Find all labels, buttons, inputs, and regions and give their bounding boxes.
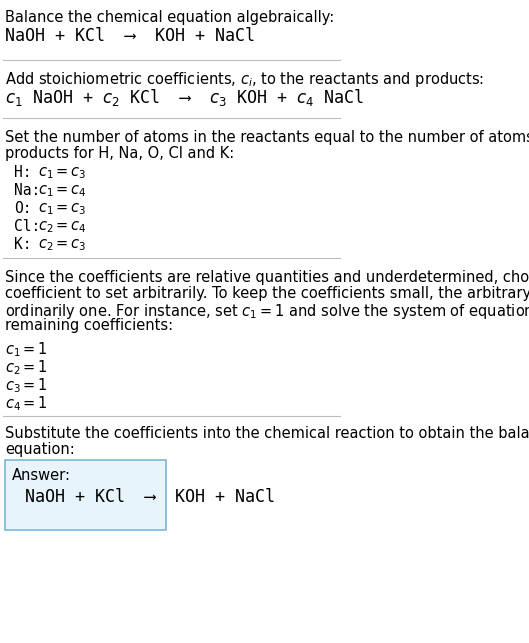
Text: Answer:: Answer: [12,468,71,483]
Text: $c_1 = 1$: $c_1 = 1$ [5,340,48,359]
Text: Cl:: Cl: [14,219,41,234]
Text: K:: K: [14,237,32,252]
Text: Na:: Na: [14,183,41,198]
Text: H:: H: [14,165,32,180]
Text: ordinarily one. For instance, set $c_1 = 1$ and solve the system of equations fo: ordinarily one. For instance, set $c_1 =… [5,302,529,321]
Text: $c_1 = c_3$: $c_1 = c_3$ [38,165,86,181]
Text: $c_2 = 1$: $c_2 = 1$ [5,358,48,377]
Text: $c_1$ NaOH + $c_2$ KCl  ⟶  $c_3$ KOH + $c_4$ NaCl: $c_1$ NaOH + $c_2$ KCl ⟶ $c_3$ KOH + $c_… [5,87,364,108]
Text: O:: O: [14,201,32,216]
Text: NaOH + KCl  ⟶  KOH + NaCl: NaOH + KCl ⟶ KOH + NaCl [24,488,275,506]
Text: coefficient to set arbitrarily. To keep the coefficients small, the arbitrary va: coefficient to set arbitrarily. To keep … [5,286,529,301]
Text: $c_3 = 1$: $c_3 = 1$ [5,376,48,395]
Text: products for H, Na, O, Cl and K:: products for H, Na, O, Cl and K: [5,146,234,161]
Text: $c_4 = 1$: $c_4 = 1$ [5,394,48,413]
Text: NaOH + KCl  ⟶  KOH + NaCl: NaOH + KCl ⟶ KOH + NaCl [5,27,255,45]
Text: Set the number of atoms in the reactants equal to the number of atoms in the: Set the number of atoms in the reactants… [5,130,529,145]
Text: $c_2 = c_4$: $c_2 = c_4$ [38,219,86,235]
Text: Substitute the coefficients into the chemical reaction to obtain the balanced: Substitute the coefficients into the che… [5,426,529,441]
Text: Add stoichiometric coefficients, $c_i$, to the reactants and products:: Add stoichiometric coefficients, $c_i$, … [5,70,485,89]
Text: $c_2 = c_3$: $c_2 = c_3$ [38,237,86,253]
Text: $c_1 = c_3$: $c_1 = c_3$ [38,201,86,217]
Text: Balance the chemical equation algebraically:: Balance the chemical equation algebraica… [5,10,334,25]
Text: equation:: equation: [5,442,75,457]
Text: remaining coefficients:: remaining coefficients: [5,318,174,333]
Text: $c_1 = c_4$: $c_1 = c_4$ [38,183,86,199]
Text: Since the coefficients are relative quantities and underdetermined, choose a: Since the coefficients are relative quan… [5,270,529,285]
FancyBboxPatch shape [5,460,166,530]
